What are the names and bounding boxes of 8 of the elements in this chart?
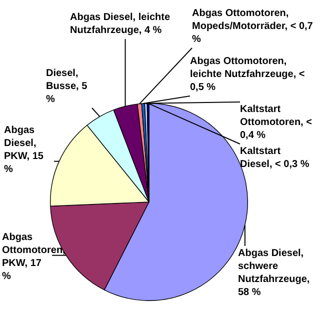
- slice-label: Abgas Diesel, leichte Nutzfahrzeuge, 4 %: [70, 12, 170, 36]
- slice-label: Abgas Diesel, schwere Nutzfahrzeuge, 58 %: [238, 248, 310, 298]
- slice-label: Abgas Ottomotoren, leichte Nutzfahrzeuge, < 0,5 %: [190, 56, 305, 93]
- slice-label: Kaltstart Diesel, < 0,3 %: [240, 146, 310, 170]
- slice-label: Abgas Diesel, PKW, 15 %: [4, 124, 44, 175]
- slice-label: Diesel, Busse, 5 %: [46, 68, 88, 105]
- slice-label: Abgas Ottomotoren, Mopeds/Motorräder, < 0,7 %: [192, 8, 314, 45]
- slice-label: Kaltstart Ottomotoren, < 0,4 %: [240, 104, 312, 141]
